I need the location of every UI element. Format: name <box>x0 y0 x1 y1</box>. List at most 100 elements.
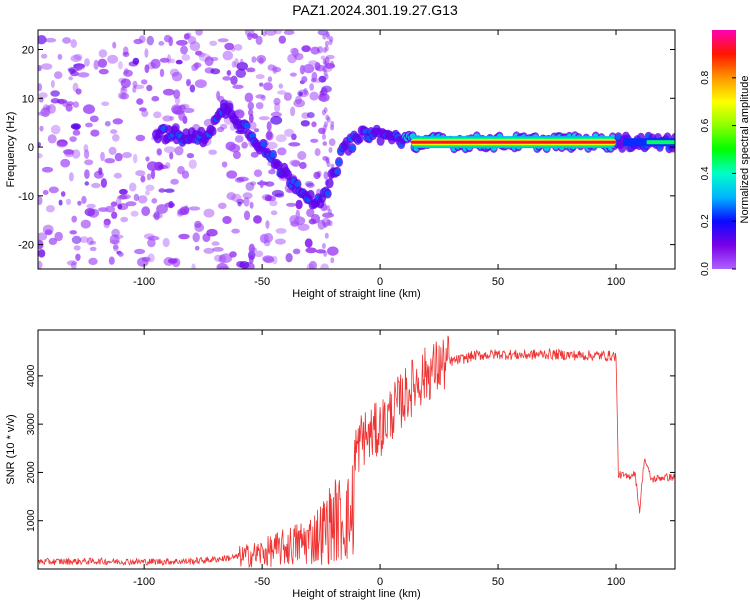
heatmap-cell <box>226 192 236 201</box>
heatmap-cell <box>265 30 277 36</box>
heatmap-cell <box>121 86 126 91</box>
heatmap-cell <box>271 189 284 197</box>
x-axis-label-bottom: Height of straight line (km) <box>292 588 420 600</box>
heatmap-cell <box>292 248 301 255</box>
chart-title: PAZ1.2024.301.19.27.G13 <box>292 2 458 18</box>
heatmap-cell <box>88 257 98 265</box>
y-tick-label-top: -20 <box>18 240 34 252</box>
heatmap-cell <box>230 75 238 86</box>
heatmap-cell <box>70 54 82 63</box>
heatmap-cell <box>54 231 63 242</box>
heatmap-cell <box>243 197 250 207</box>
heatmap-cell <box>80 63 85 70</box>
heatmap-cell <box>56 141 68 148</box>
heatmap-cell <box>129 182 137 192</box>
heatmap-cell <box>188 206 201 211</box>
heatmap-cell <box>245 182 255 191</box>
heatmap-cell <box>100 178 107 188</box>
heatmap-cell <box>38 35 47 45</box>
heatmap-cell <box>293 99 306 108</box>
heatmap-cell <box>136 98 144 105</box>
heatmap-cell <box>39 125 44 132</box>
heatmap-cell <box>181 54 191 61</box>
heatmap-cell <box>266 121 272 131</box>
heatmap-cell <box>297 223 310 231</box>
heatmap-cell <box>308 260 317 269</box>
heatmap-cell <box>45 205 55 213</box>
heatmap-cell <box>41 166 54 173</box>
heatmap-cell <box>239 261 250 269</box>
heatmap-cell <box>177 166 185 175</box>
heatmap-cell <box>191 263 196 269</box>
heatmap-cell <box>133 153 138 164</box>
heatmap-cell <box>40 53 48 59</box>
heatmap-cell <box>224 42 235 51</box>
heatmap-cell <box>324 45 329 52</box>
heatmap-cell <box>152 212 163 219</box>
heatmap-cell <box>267 121 273 131</box>
heatmap-cell <box>38 249 46 258</box>
heatmap-cell <box>300 120 310 127</box>
heatmap-cell <box>160 125 167 132</box>
heatmap-cell <box>144 48 149 58</box>
line-point <box>214 558 216 560</box>
heatmap-cell <box>186 153 195 159</box>
heatmap-cell <box>323 222 328 229</box>
heatmap-cell <box>294 181 301 188</box>
heatmap-cell <box>156 148 162 156</box>
colorbar-tick-label: 0.8 <box>700 70 711 84</box>
heatmap-cell <box>38 232 48 241</box>
colorbar-tick-label: 0.6 <box>700 118 711 132</box>
heatmap-band <box>646 140 675 145</box>
heatmap-cell <box>109 239 120 245</box>
heatmap-cell <box>73 245 81 251</box>
heatmap-cell <box>303 88 308 95</box>
heatmap-cell <box>192 232 200 243</box>
heatmap-cell <box>290 106 296 117</box>
heatmap-cell <box>87 208 100 218</box>
heatmap-cell <box>71 261 77 269</box>
heatmap-cell <box>301 45 311 53</box>
heatmap-cell <box>119 188 128 195</box>
heatmap-cell <box>323 171 329 180</box>
heatmap-cell <box>270 111 282 118</box>
heatmap-cell <box>278 83 284 89</box>
heatmap-cell <box>169 68 180 77</box>
heatmap-cell <box>301 76 308 83</box>
heatmap-cell <box>306 112 315 119</box>
heatmap-cell <box>297 151 307 160</box>
heatmap-cell <box>153 111 162 119</box>
heatmap-cell <box>153 210 160 221</box>
heatmap-cell <box>50 90 60 97</box>
heatmap-cell <box>311 121 317 128</box>
heatmap-cell <box>108 146 117 155</box>
heatmap-cell <box>325 157 330 164</box>
heatmap-cell <box>251 56 257 63</box>
colorbar-label: Normalized spectral amplitude <box>739 76 750 224</box>
heatmap-cell <box>328 39 333 46</box>
heatmap-cell <box>225 141 236 151</box>
heatmap-cell <box>146 84 153 92</box>
heatmap-cell <box>262 31 267 37</box>
heatmap-cell <box>203 208 215 218</box>
heatmap-cell <box>315 249 326 254</box>
line-frame <box>37 329 676 570</box>
heatmap-cell <box>263 232 274 243</box>
heatmap-cell <box>194 245 200 251</box>
heatmap-cell <box>164 188 175 193</box>
heatmap-cell <box>304 181 314 187</box>
heatmap-cell <box>158 41 165 46</box>
y-tick-label-bottom: 4000 <box>26 364 37 387</box>
heatmap-cell <box>117 251 124 257</box>
heatmap-cell <box>163 146 176 154</box>
heatmap-cell <box>259 82 264 87</box>
heatmap-cell <box>50 98 60 104</box>
heatmap-cell <box>283 30 295 35</box>
heatmap-cell <box>336 159 342 165</box>
heatmap-cell <box>248 113 254 123</box>
line-point <box>426 373 428 375</box>
heatmap-cell <box>324 40 329 47</box>
heatmap-cell <box>98 68 109 75</box>
heatmap-cell <box>60 158 71 168</box>
line-point <box>497 353 499 355</box>
